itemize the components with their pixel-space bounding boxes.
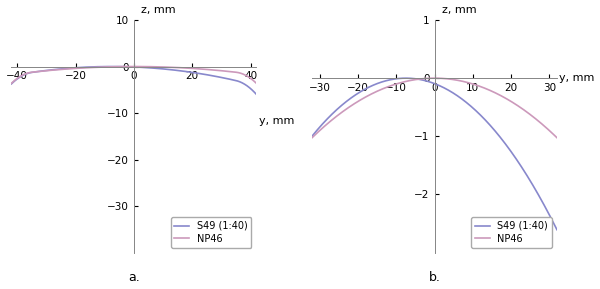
Text: z, mm: z, mm <box>141 5 176 15</box>
Text: a.: a. <box>128 271 140 284</box>
Text: y, mm: y, mm <box>559 73 595 83</box>
Legend: S49 (1:40), NP46: S49 (1:40), NP46 <box>471 217 552 248</box>
Legend: S49 (1:40), NP46: S49 (1:40), NP46 <box>170 217 251 248</box>
Text: z, mm: z, mm <box>442 5 476 15</box>
Text: b.: b. <box>428 271 440 284</box>
Text: y, mm: y, mm <box>259 116 294 126</box>
